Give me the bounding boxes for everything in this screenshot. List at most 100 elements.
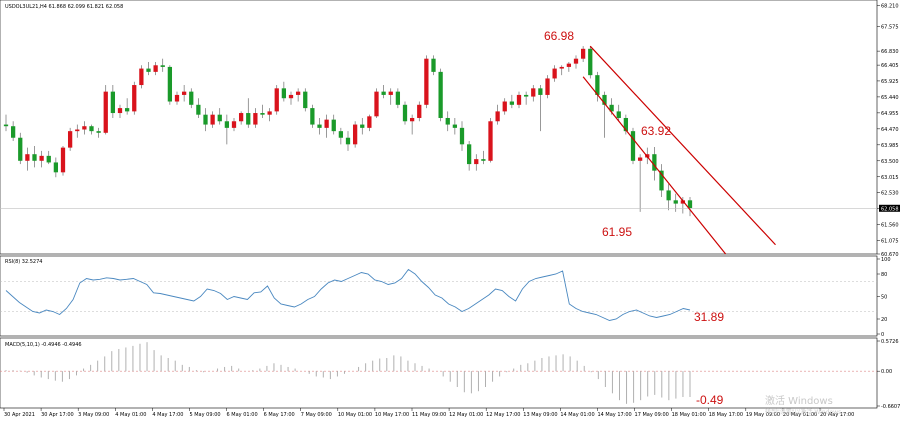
x-tick-label: 10 May 17:00 [375, 412, 409, 418]
candle-body [317, 124, 322, 128]
x-tick-label: 5 May 09:00 [189, 412, 220, 418]
candle-body [196, 104, 201, 115]
candle-body [545, 78, 550, 95]
candle-body [417, 104, 422, 118]
price-tick-label: 60.670 [881, 252, 899, 258]
candle-body [516, 94, 522, 105]
price-tick-label: 61.560 [881, 223, 899, 229]
candle-body [409, 117, 415, 122]
candle-body [331, 119, 336, 132]
x-tick-label: 7 May 09:00 [301, 412, 332, 418]
candle-body [673, 200, 678, 204]
candle-body [531, 88, 536, 97]
x-tick-label: 6 May 17:00 [264, 412, 295, 418]
candle-body [352, 124, 358, 145]
candle-body [402, 104, 408, 122]
candle-body [623, 117, 629, 132]
annotation-macd: -0.49 [696, 393, 724, 407]
candle-body [246, 113, 251, 125]
candle-body [281, 88, 287, 99]
candle-body [538, 88, 543, 95]
candle-body [466, 144, 472, 165]
x-tick-label: 4 May 17:00 [152, 412, 183, 418]
candle-body [310, 108, 315, 125]
candle-body [345, 137, 351, 145]
candle-body [18, 137, 23, 161]
candle-body [53, 162, 59, 173]
price-tick-label: 64.955 [881, 111, 899, 117]
price-tick-label: 62.058 [881, 206, 899, 212]
rsi-tick-label: 20 [881, 317, 887, 323]
x-tick-label: 4 May 01:00 [115, 412, 146, 418]
x-tick-label: 18 May 17:00 [709, 412, 743, 418]
candle-body [609, 104, 614, 112]
candle-body [652, 154, 657, 171]
candle-body [267, 111, 272, 115]
current-price-box [879, 204, 900, 212]
watermark-line2: 转到"设置"以激活 Windows。 [765, 408, 847, 416]
candle-body [388, 91, 393, 95]
candle-body [89, 126, 94, 132]
candle-body [303, 91, 308, 109]
candle-body [495, 111, 500, 122]
x-tick-label: 13 May 09:00 [523, 412, 557, 418]
x-tick-label: 20 May 01:00 [783, 412, 817, 418]
candle-body [374, 91, 379, 117]
candle-body [260, 113, 265, 115]
price-tick-label: 65.925 [881, 79, 899, 85]
candle-body [559, 66, 564, 69]
x-tick-label: 19 May 09:00 [746, 412, 780, 418]
x-tick-label: 20 May 17:00 [820, 412, 854, 418]
x-tick-label: 3 May 09:00 [78, 412, 109, 418]
candle-body [139, 68, 144, 86]
candle-body [103, 91, 108, 133]
rsi-tick-label: 50 [881, 295, 887, 301]
candle-body [552, 68, 557, 79]
candle-body [566, 63, 572, 67]
candle-body [687, 200, 693, 209]
x-tick-label: 14 May 17:00 [597, 412, 631, 418]
price-tick-label: 61.075 [881, 239, 899, 245]
annotation-low: 61.95 [602, 225, 632, 239]
rsi-line [5, 268, 691, 321]
x-tick-label: 14 May 01:00 [560, 412, 594, 418]
candle-body [523, 94, 529, 97]
candle-body [39, 155, 44, 161]
rsi-tick-label: 0 [881, 332, 884, 338]
candle-body [338, 131, 344, 138]
candle-body [3, 124, 9, 127]
candle-body [117, 108, 123, 114]
price-tick-label: 63.500 [881, 159, 899, 165]
price-tick-label: 66.405 [881, 63, 899, 69]
candle-body [367, 116, 372, 128]
candle-body [488, 121, 493, 161]
candle-body [588, 48, 593, 76]
candle-body [67, 131, 73, 148]
price-tick-label: 63.985 [881, 143, 899, 149]
annotation-high: 66.98 [544, 29, 574, 43]
x-tick-label: 30 Apr 2021 [4, 412, 35, 418]
candle-body [46, 155, 51, 163]
candle-body [60, 147, 66, 173]
rsi-title: RSI(8) 32.5274 [5, 259, 42, 265]
watermark-line1: 激活 Windows [765, 394, 833, 407]
price-panel [0, 0, 878, 255]
candle-body [438, 71, 443, 118]
price-tick-label: 64.470 [881, 127, 899, 133]
candle-body [360, 124, 365, 128]
candle-body [580, 48, 586, 59]
candle-body [110, 91, 116, 114]
price-tick-label: 65.440 [881, 95, 899, 101]
rsi-tick-label: 100 [881, 257, 891, 263]
candle-body [295, 91, 301, 95]
candle-body [637, 157, 643, 161]
candle-body [203, 114, 208, 125]
macd-title: MACD(5,10,1) -0.4946 -0.4946 [5, 342, 82, 348]
candle-body [445, 117, 450, 125]
candle-body [167, 66, 173, 102]
candle-body [82, 126, 87, 130]
candle-body [474, 159, 479, 165]
candle-body [274, 88, 279, 112]
candle-body [502, 101, 507, 112]
